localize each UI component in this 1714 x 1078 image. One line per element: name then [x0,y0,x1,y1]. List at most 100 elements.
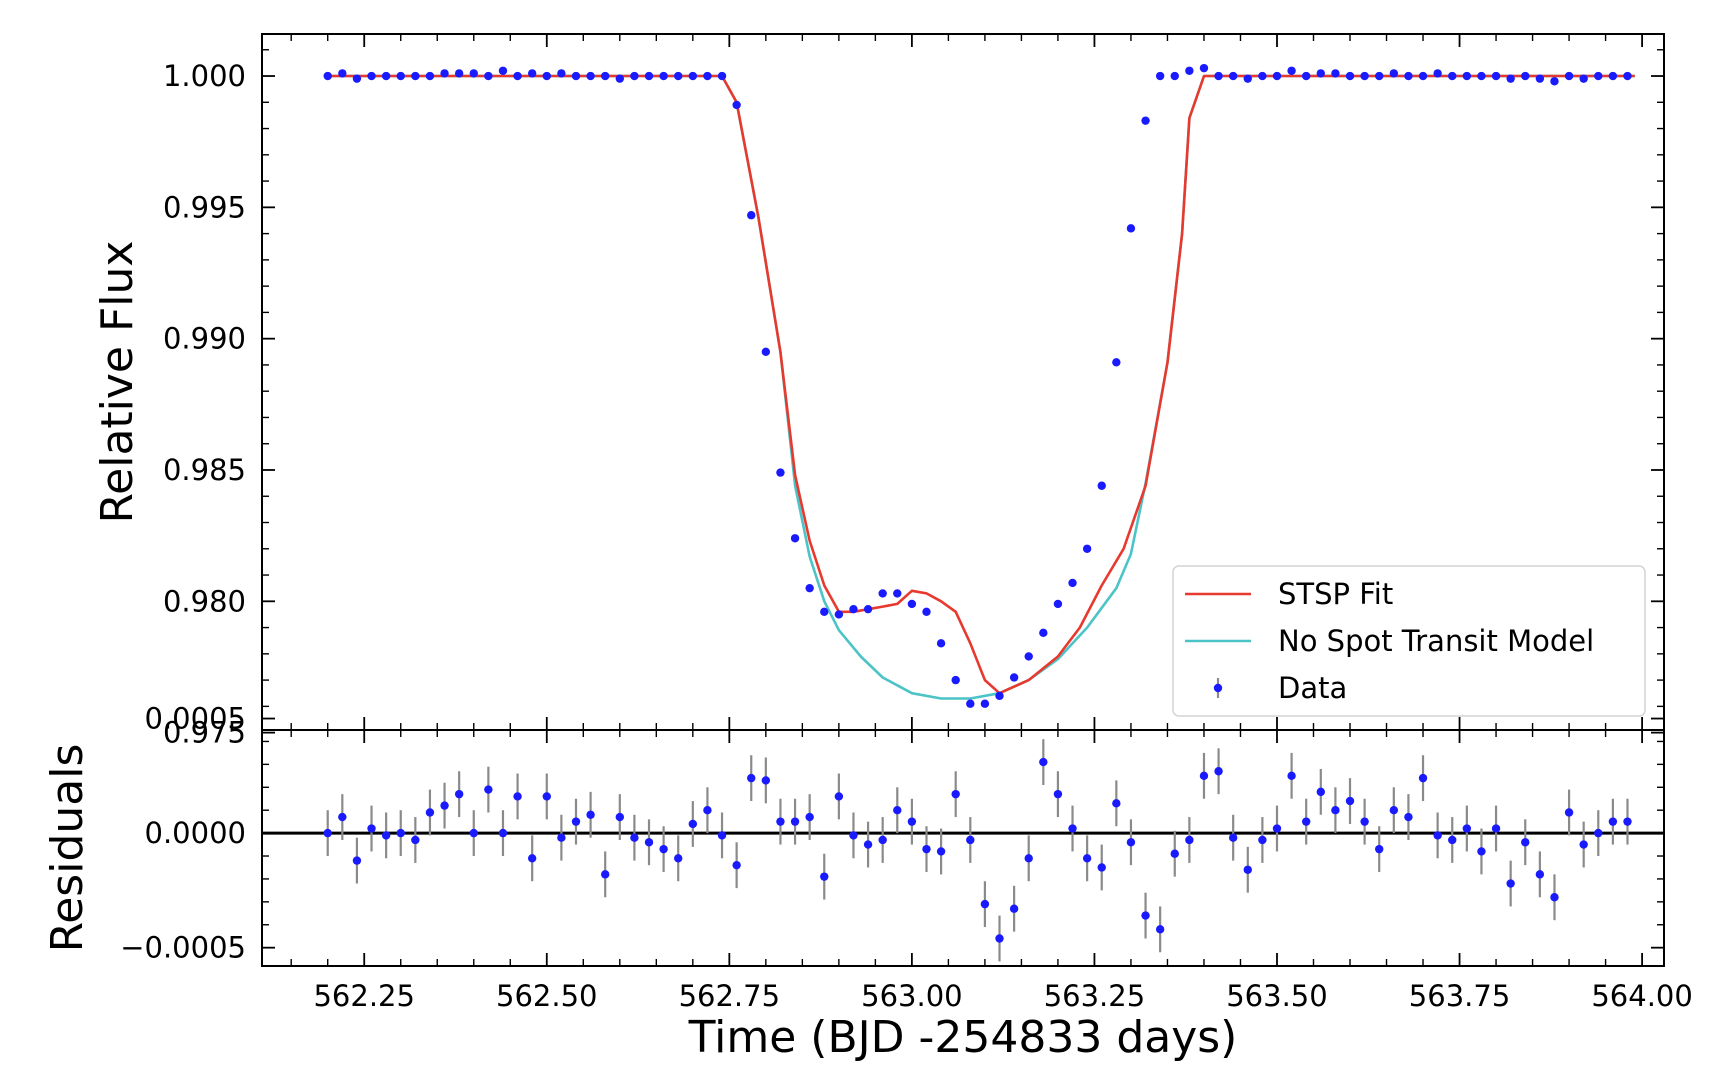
data-point [776,468,785,477]
x-tick-label: 563.00 [861,979,962,1013]
residual-point [834,792,844,801]
y-tick-label: 0.985 [163,453,246,487]
y-tick-label: 0.995 [163,190,246,224]
x-axis-label: Time (BJD -254833 days) [688,1012,1238,1063]
data-point [1462,71,1472,81]
residual-point [1301,817,1311,826]
data-point [1039,628,1048,638]
data-point [323,71,332,81]
residual-point [1185,835,1194,845]
data-point [966,699,975,708]
residual-point [1375,844,1384,854]
data-point [820,607,829,617]
data-point [1594,71,1603,81]
data-point [1375,71,1384,81]
data-point [1550,77,1559,86]
residual-point [1097,863,1106,872]
residual-point [557,833,566,842]
data-point [1521,71,1530,81]
residual-point [805,812,814,822]
data-point [1185,66,1194,75]
residual-point [440,801,449,810]
residual-point [674,854,683,863]
x-tick-label: 563.75 [1409,979,1510,1013]
residual-point [1155,925,1165,934]
residual-point [571,817,581,826]
data-point [1214,71,1223,81]
residual-point [1272,824,1282,833]
data-point [1112,358,1121,367]
residual-point [761,776,771,785]
residual-point [1579,840,1588,849]
residual-data-layer [262,739,1664,962]
data-point [1272,71,1282,81]
residual-point [1243,865,1252,874]
stsp-fit-line [327,74,1635,695]
data-point [805,583,814,593]
residual-plot-area: 562.25 562.50 562.75 563.00 563.25 563.50 563.… [120,702,1693,1013]
legend-item-no-spot-model: No Spot Transit Model [1185,624,1594,658]
data-point [761,347,771,356]
residual-point [966,835,975,845]
data-point [586,71,595,81]
residual-point [367,824,376,833]
x-tick-label: 562.50 [496,979,597,1013]
legend-label: STSP Fit [1278,577,1393,611]
data-point [1126,224,1136,233]
data-point [995,691,1004,701]
data-point [674,71,683,81]
data-point [1331,69,1340,78]
residual-point [1039,757,1048,767]
residual-point [1141,911,1150,920]
residual-point [1345,796,1355,806]
residual-point [980,899,990,909]
residual-point [951,789,960,799]
legend-point-swatch [1213,683,1223,693]
data-point [1535,74,1545,83]
data-point [688,71,698,81]
legend-item-stsp-fit: STSP Fit [1185,577,1393,611]
residual-point [644,838,654,847]
residual-point [1199,771,1209,781]
legend-item-data: Data [1213,671,1347,705]
residual-point [1404,812,1413,822]
main-plot-area: 0.975 0.980 0.985 0.990 0.995 1.000 [163,33,1665,750]
residual-point [703,805,712,815]
residual-point [1448,835,1457,845]
x-tick-label: 563.25 [1044,979,1145,1013]
data-point [1287,66,1296,75]
residual-point [732,860,741,870]
data-point [1623,71,1632,81]
residual-point [907,817,917,826]
data-point [907,599,917,609]
data-point [1477,71,1486,81]
data-point [1316,69,1326,78]
data-point [1345,71,1355,81]
residual-point [849,831,858,840]
data-point [367,71,376,81]
data-point [951,675,960,685]
residual-point [1068,824,1077,833]
data-point [571,71,581,81]
data-point [1199,63,1209,73]
residual-plot-frame [261,729,1665,967]
data-point [542,71,551,81]
data-point [615,74,625,83]
data-point [1418,71,1428,81]
residual-point [1462,824,1472,833]
data-point [644,71,654,81]
data-point [469,69,478,78]
residual-point [513,792,522,801]
residual-point [1053,789,1063,799]
data-point [1579,74,1588,83]
residual-point [1608,817,1618,826]
residual-point [1594,828,1603,838]
data-point [1141,116,1150,125]
residual-point [338,812,347,822]
residual-point [600,870,610,879]
residual-point [1170,849,1179,858]
residual-point [688,819,698,829]
residual-point [1389,805,1399,815]
data-point [396,71,405,81]
data-point [1082,544,1092,553]
